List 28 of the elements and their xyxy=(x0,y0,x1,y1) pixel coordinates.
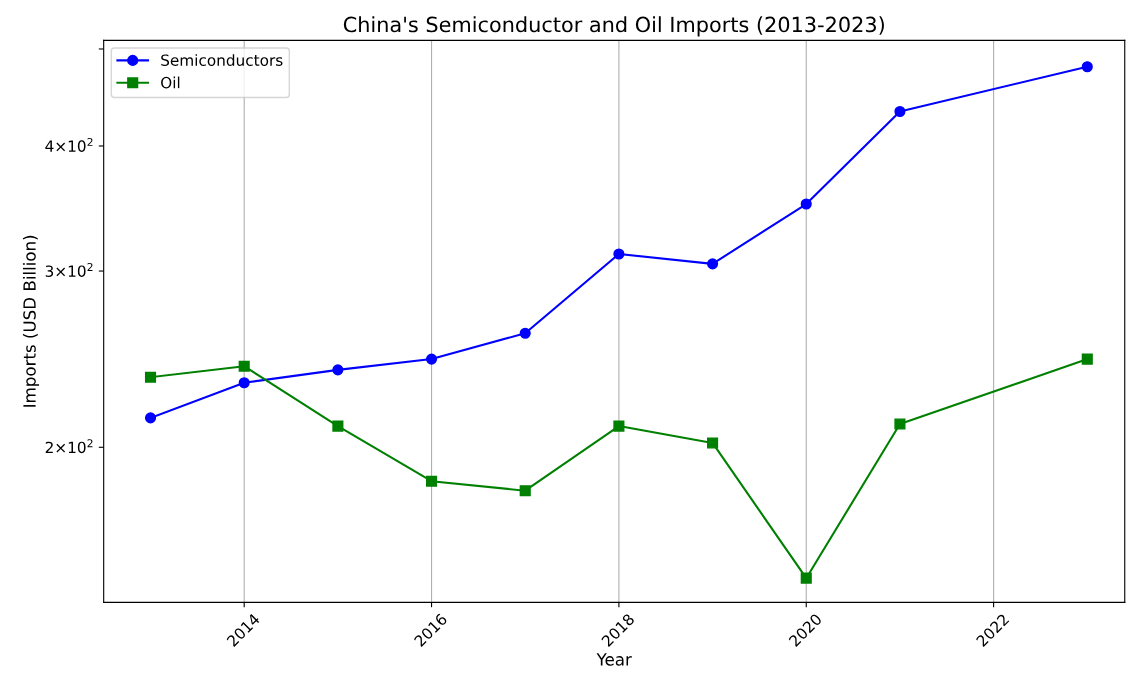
point xyxy=(800,198,812,210)
point xyxy=(613,248,625,260)
legend-label: Oil xyxy=(161,76,180,89)
point xyxy=(332,420,344,432)
point xyxy=(519,327,531,339)
point xyxy=(707,258,719,270)
point xyxy=(144,371,157,383)
point xyxy=(238,360,250,372)
point xyxy=(238,377,250,389)
y-tick-label: 4×10$^{2}$ xyxy=(45,137,93,152)
point xyxy=(144,412,157,424)
point xyxy=(894,418,906,430)
point xyxy=(425,475,438,487)
y-tick-label: 3×10$^{2}$ xyxy=(45,262,93,277)
point xyxy=(332,364,344,376)
point xyxy=(707,437,719,449)
legend-label: Semiconductors xyxy=(161,54,283,66)
point xyxy=(613,420,625,432)
y-tick-label: 2×10$^{2}$ xyxy=(45,439,93,454)
point xyxy=(1081,61,1093,73)
point xyxy=(425,353,438,365)
chart-title: China's Semiconductor and Oil Imports (2013-2023) xyxy=(343,16,884,37)
point xyxy=(519,485,531,497)
point xyxy=(800,572,812,584)
x-axis-title: Year xyxy=(596,653,632,666)
point xyxy=(894,105,906,118)
y-axis-title: Imports (USD Billion) xyxy=(22,235,40,407)
point xyxy=(1081,353,1093,365)
